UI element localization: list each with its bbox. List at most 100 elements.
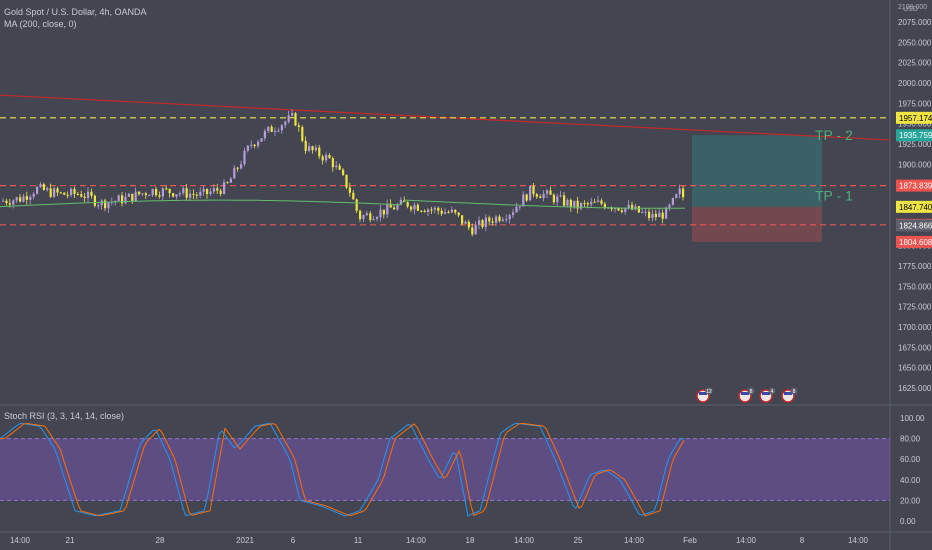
candle-body [637,206,640,213]
event-count-badge [747,387,755,395]
candle-body [308,146,311,151]
candle-body [382,209,385,215]
candle-body [134,191,137,202]
time-tick-label: 21 [66,536,75,545]
price-tick-label: 1950.000 [898,120,932,129]
candle-body [253,144,256,147]
candle-body [219,190,222,194]
candle-body [359,210,362,220]
candle-body [430,209,433,211]
event-marker-icon[interactable]: 8 [738,387,755,403]
candle-body [586,203,589,205]
candle-body [155,189,158,196]
event-marker-icon[interactable]: 4 [759,387,776,403]
candle-body [144,193,147,196]
candle-body [501,219,504,221]
price-label-text: 1873.839 [899,182,932,191]
event-count: 4 [771,389,774,395]
candle-body [549,190,552,195]
candle-body [104,200,107,209]
candle-body [461,215,464,224]
event-marker-icon[interactable]: 8 [781,387,798,403]
candle-body [495,216,498,223]
candle-body [328,155,331,159]
stoch-tick-label: 0.00 [900,517,916,526]
currency-label: USD [903,6,918,13]
candle-body [396,204,399,210]
candle-body [158,195,161,197]
candle-body [97,205,100,207]
candle-body [386,203,389,215]
candle-body [263,131,266,139]
candle-body [141,193,144,195]
event-count: 8 [793,389,796,395]
candle-body [107,202,110,209]
candle-body [661,212,664,219]
candle-body [603,203,606,209]
candle-body [277,130,280,132]
candle-body [226,182,229,184]
candle-body [665,207,668,219]
candle-body [641,212,644,214]
stoch-d-line [0,422,685,517]
event-count-badge [705,387,713,395]
price-label-text: 1957.174 [899,114,932,123]
candle-body [569,199,572,208]
price-label-text: 1824.866 [899,221,932,230]
candle-body [117,195,120,201]
candle-body [185,188,188,198]
candle-body [250,144,253,146]
candle-body [559,195,562,197]
candle-body [352,192,355,200]
target-label: TP - 2 [815,127,853,143]
candle-body [46,188,49,190]
candle-body [63,192,66,195]
candle-body [161,188,164,197]
candle-body [331,158,334,168]
candle-body [53,188,56,197]
candle-body [597,200,600,203]
candle-body [73,188,76,194]
time-tick-label: 14:00 [624,536,645,545]
candle-body [593,201,596,203]
candle-body [297,125,300,127]
candle-body [25,196,28,200]
candle-body [138,191,141,195]
candle-body [658,212,661,218]
time-tick-label: 8 [800,536,805,545]
candle-body [505,219,508,221]
price-label-tag [896,235,932,248]
candle-body [413,204,416,210]
price-tick-label: 1700.000 [898,323,932,332]
candle-body [294,113,297,126]
candle-body [372,219,375,221]
candle-body [546,190,549,194]
candle-body [648,211,651,219]
candle-body [22,196,25,202]
candle-body [267,126,270,132]
event-marker-icon[interactable]: 12 [696,387,713,403]
time-tick-label: 25 [574,536,583,545]
candle-body [172,193,175,197]
candle-body [644,211,647,213]
stoch-tick-label: 100.00 [900,414,925,423]
candle-body [151,189,154,196]
candle-body [631,204,634,210]
candle-body [216,188,219,191]
ma-legend: MA (200, close, 0) [4,19,77,29]
stoch-k-line [0,422,684,517]
candle-body [610,207,613,210]
candle-body [393,207,396,210]
candle-body [12,200,15,205]
candle-body [556,196,559,203]
candle-body [5,200,8,204]
candle-body [529,185,532,201]
candle-body [15,197,18,201]
candle-body [246,145,249,151]
candle-body [576,200,579,209]
candle-body [36,187,39,194]
candle-body [518,206,521,208]
event-flag-band [784,392,792,395]
candle-body [165,188,168,190]
